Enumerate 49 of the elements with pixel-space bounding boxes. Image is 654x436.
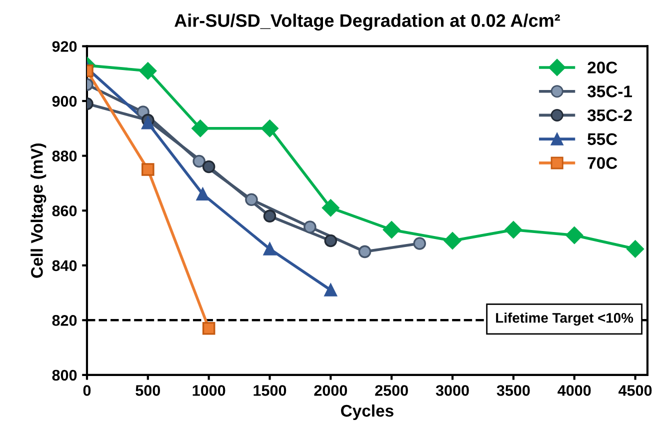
x-tick-label: 4000 xyxy=(558,385,591,396)
point xyxy=(382,221,400,238)
point xyxy=(142,163,154,176)
point xyxy=(324,284,338,296)
y-axis-title: Cell Voltage (mV) xyxy=(30,144,46,278)
point xyxy=(261,120,278,138)
y-tick-label: 840 xyxy=(52,260,77,272)
y-tick-label: 860 xyxy=(52,205,77,216)
point xyxy=(324,234,338,248)
point xyxy=(444,232,462,250)
point xyxy=(139,62,157,80)
point xyxy=(202,160,216,174)
point xyxy=(566,226,584,244)
legend-label: 20C xyxy=(588,62,618,74)
point xyxy=(196,188,210,201)
x-tick-label: 1500 xyxy=(254,385,286,396)
point xyxy=(192,120,209,138)
point xyxy=(263,210,276,222)
point xyxy=(142,116,154,130)
x-tick-label: 1000 xyxy=(192,385,226,396)
y-tick-label: 920 xyxy=(52,41,77,52)
point xyxy=(245,193,258,206)
point xyxy=(358,245,372,258)
y-tick-label: 880 xyxy=(52,150,77,162)
point xyxy=(504,221,522,238)
legend-label: 70C xyxy=(588,157,618,169)
x-tick-label: 0 xyxy=(83,385,91,396)
y-tick-label: 820 xyxy=(52,315,77,326)
x-tick-label: 2500 xyxy=(375,385,408,396)
x-tick-label: 2000 xyxy=(314,385,348,396)
point xyxy=(322,199,340,217)
x-tick-label: 3500 xyxy=(496,385,530,396)
chart-title: Air-SU/SD_Voltage Degradation at 0.02 A/cm² xyxy=(174,14,560,31)
point xyxy=(304,220,316,234)
y-tick-label: 900 xyxy=(52,96,77,107)
x-tick-label: 3000 xyxy=(436,385,469,396)
legend-label: 35C-1 xyxy=(587,86,632,98)
legend-label: 55C xyxy=(588,133,618,146)
y-tick-label: 800 xyxy=(52,370,77,381)
point xyxy=(202,322,216,335)
x-tick-label: 4500 xyxy=(618,385,652,396)
point xyxy=(413,237,426,250)
point xyxy=(192,154,206,168)
point xyxy=(263,242,276,256)
x-axis-title: Cycles xyxy=(341,404,394,420)
legend-label: 35C-2 xyxy=(587,109,632,122)
x-tick-label: 500 xyxy=(136,385,160,396)
point xyxy=(626,240,644,258)
ref-line-label: Lifetime Target <10% xyxy=(496,312,634,326)
